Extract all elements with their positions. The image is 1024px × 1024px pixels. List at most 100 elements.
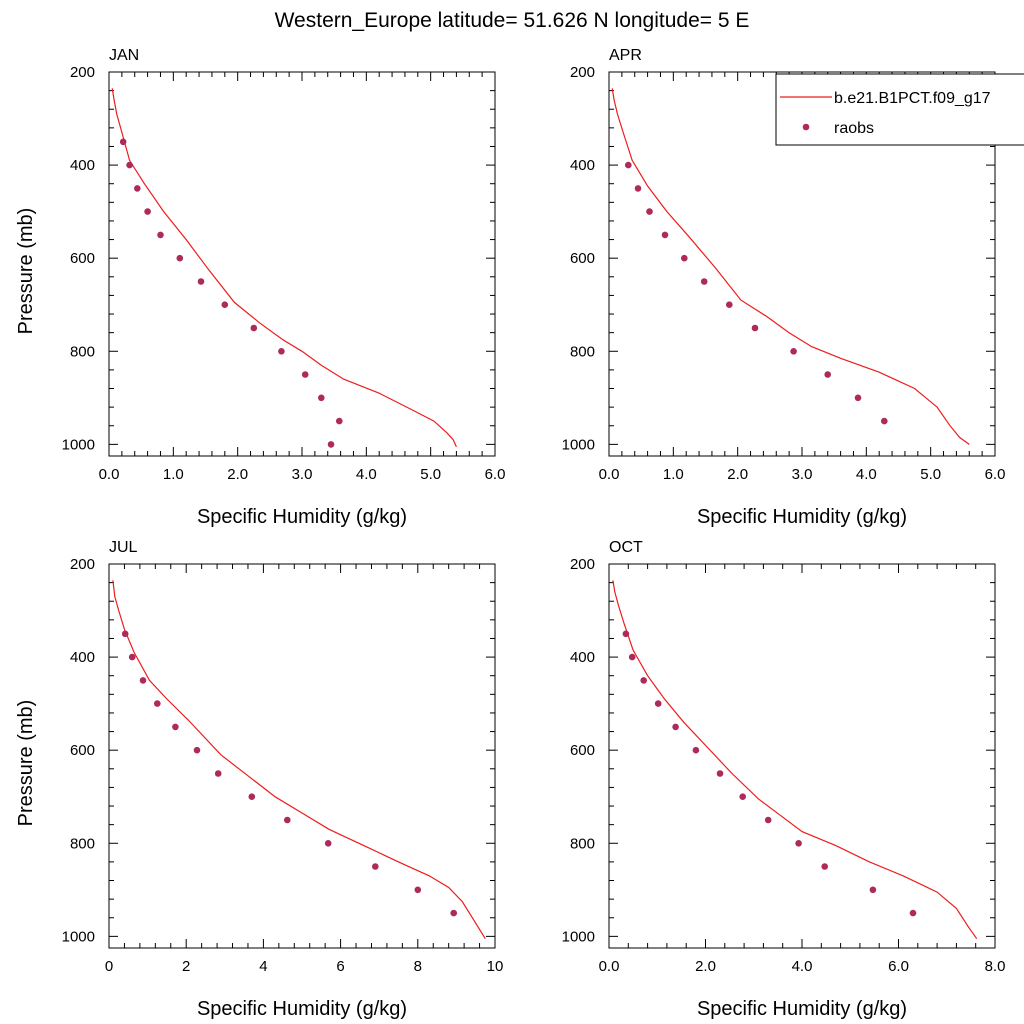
panel-title: JUL bbox=[109, 539, 138, 556]
y-tick-label: 1000 bbox=[562, 436, 595, 453]
panels: JAN 0.0 1.0 2.0 3.0 4.0 5.0 6.0 200 400 600 800 1000… bbox=[15, 47, 1005, 1020]
raobs-point bbox=[909, 909, 917, 917]
y-axis-label: Pressure (mb) bbox=[15, 208, 37, 335]
raobs-point bbox=[450, 909, 458, 917]
x-tick-label: 8.0 bbox=[985, 958, 1006, 975]
raobs-point bbox=[646, 208, 653, 215]
y-tick-label: 400 bbox=[570, 649, 595, 666]
x-tick-label: 4.0 bbox=[856, 466, 877, 483]
x-tick-label: 6 bbox=[336, 958, 344, 975]
x-tick-label: 6.0 bbox=[485, 466, 506, 483]
x-tick-label: 0.0 bbox=[99, 466, 120, 483]
raobs-point bbox=[221, 301, 229, 309]
raobs-point bbox=[214, 770, 222, 777]
x-tick-label: 4.0 bbox=[792, 958, 813, 975]
x-tick-label: 4 bbox=[259, 958, 267, 975]
x-tick-label: 2.0 bbox=[727, 466, 748, 483]
panel-title: OCT bbox=[609, 539, 643, 556]
raobs-point bbox=[726, 301, 733, 309]
plot-frame bbox=[608, 563, 996, 949]
x-tick-label: 2.0 bbox=[227, 466, 248, 483]
y-tick-label: 400 bbox=[70, 649, 95, 666]
raobs-point bbox=[628, 653, 636, 661]
y-tick-label: 800 bbox=[70, 835, 95, 852]
panel-jan: JAN 0.0 1.0 2.0 3.0 4.0 5.0 6.0 200 400 600 800 1000… bbox=[15, 47, 505, 528]
y-tick-label: 1000 bbox=[62, 436, 95, 453]
raobs-point bbox=[854, 394, 862, 402]
legend-box bbox=[775, 73, 1024, 146]
raobs-point bbox=[869, 886, 877, 894]
x-tick-label: 5.0 bbox=[920, 466, 941, 483]
x-axis-label: Specific Humidity (g/kg) bbox=[197, 998, 407, 1020]
y-tick-label: 200 bbox=[570, 64, 595, 81]
raobs-point bbox=[795, 840, 802, 847]
raobs-point bbox=[634, 185, 642, 192]
model-profile-line bbox=[112, 580, 486, 940]
raobs-point bbox=[154, 700, 161, 707]
raobs-point bbox=[661, 231, 669, 239]
panel-apr: APR 0.0 1.0 2.0 3.0 4.0 5.0 6.0 200 400 600 800 1000… bbox=[562, 47, 1006, 528]
x-tick-label: 8 bbox=[414, 958, 422, 975]
raobs-point bbox=[126, 161, 133, 169]
x-tick-label: 6.0 bbox=[888, 958, 909, 975]
y-tick-label: 200 bbox=[70, 556, 95, 573]
panel-jul: JUL 0 2 4 6 8 10 200 400 600 800 1000 Specific Humid… bbox=[15, 539, 503, 1020]
panel-title: JAN bbox=[109, 47, 139, 64]
raobs-point bbox=[372, 863, 379, 870]
y-tick-label: 600 bbox=[70, 250, 95, 267]
raobs-point bbox=[824, 371, 831, 378]
raobs-point bbox=[139, 677, 147, 684]
panel-title: APR bbox=[609, 47, 642, 64]
raobs-point bbox=[881, 417, 888, 425]
y-tick-label: 800 bbox=[570, 835, 595, 852]
raobs-point bbox=[157, 231, 164, 239]
raobs-point bbox=[790, 348, 797, 355]
x-tick-label: 3.0 bbox=[792, 466, 813, 483]
x-tick-label: 6.0 bbox=[985, 466, 1006, 483]
x-tick-label: 10 bbox=[487, 958, 504, 975]
x-tick-label: 0.0 bbox=[599, 958, 620, 975]
y-tick-label: 400 bbox=[570, 157, 595, 174]
raobs-point bbox=[172, 723, 179, 731]
raobs-point bbox=[121, 630, 129, 638]
plot-frame bbox=[108, 563, 496, 949]
x-axis-label: Specific Humidity (g/kg) bbox=[697, 506, 907, 528]
raobs-point bbox=[250, 324, 258, 332]
y-tick-label: 1000 bbox=[62, 928, 95, 945]
raobs-point bbox=[716, 770, 724, 777]
raobs-point bbox=[700, 278, 708, 285]
x-tick-label: 1.0 bbox=[163, 466, 184, 483]
y-tick-label: 600 bbox=[570, 742, 595, 759]
raobs-point bbox=[324, 840, 332, 847]
y-tick-label: 400 bbox=[70, 157, 95, 174]
raobs-point bbox=[625, 161, 632, 169]
x-tick-label: 2.0 bbox=[695, 958, 716, 975]
x-tick-label: 1.0 bbox=[663, 466, 684, 483]
panel-oct: OCT 0.0 2.0 4.0 6.0 8.0 200 400 600 800 1000 Specif… bbox=[562, 539, 1006, 1020]
raobs-point bbox=[692, 746, 700, 754]
raobs-point bbox=[248, 793, 256, 800]
y-tick-label: 600 bbox=[570, 250, 595, 267]
raobs-point bbox=[672, 723, 679, 731]
figure-title: Western_Europe latitude= 51.626 N longit… bbox=[275, 9, 750, 32]
y-tick-label: 200 bbox=[70, 64, 95, 81]
raobs-point bbox=[654, 700, 662, 707]
x-tick-label: 4.0 bbox=[356, 466, 377, 483]
raobs-point bbox=[301, 371, 309, 378]
raobs-point bbox=[821, 863, 828, 870]
x-tick-label: 5.0 bbox=[420, 466, 441, 483]
raobs-point bbox=[318, 394, 325, 402]
plot-frame bbox=[108, 71, 496, 457]
raobs-point bbox=[622, 630, 630, 638]
legend: b.e21.B1PCT.f09_g17 raobs bbox=[775, 73, 1024, 146]
x-axis-label: Specific Humidity (g/kg) bbox=[697, 998, 907, 1020]
raobs-point bbox=[739, 793, 746, 800]
raobs-point bbox=[681, 254, 688, 262]
raobs-point bbox=[284, 816, 291, 824]
raobs-point bbox=[197, 278, 205, 285]
y-tick-label: 600 bbox=[70, 742, 95, 759]
x-tick-label: 2 bbox=[182, 958, 190, 975]
y-tick-label: 200 bbox=[570, 556, 595, 573]
y-tick-label: 1000 bbox=[562, 928, 595, 945]
